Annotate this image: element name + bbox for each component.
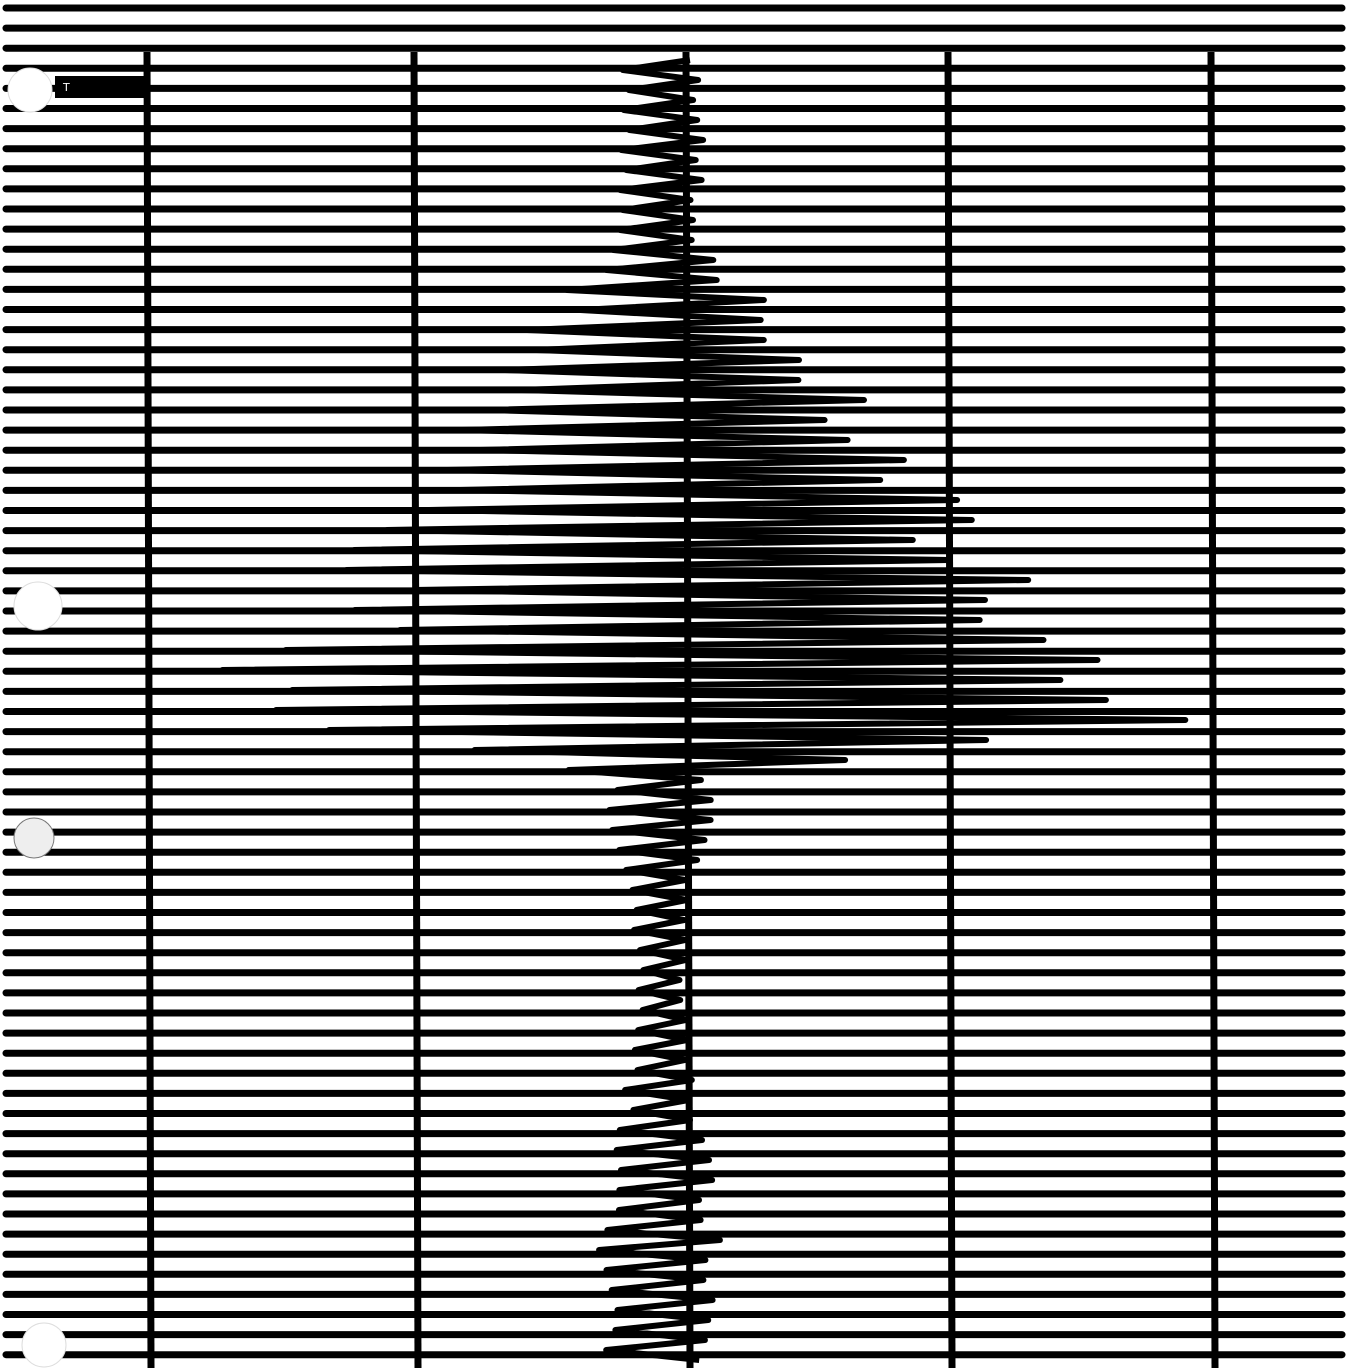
minute-mark (1211, 52, 1215, 1368)
punch-hole (22, 1323, 66, 1367)
marker-label: T (62, 81, 70, 94)
punch-hole (14, 582, 62, 630)
minute-mark (686, 52, 690, 1368)
minute-mark (147, 52, 151, 1368)
minute-mark (948, 52, 952, 1368)
seismogram: T (0, 0, 1346, 1368)
page: T (() => { const data = JSON.parse(docum… (0, 0, 1346, 1368)
punch-hole (14, 818, 54, 858)
punch-hole (8, 68, 52, 112)
